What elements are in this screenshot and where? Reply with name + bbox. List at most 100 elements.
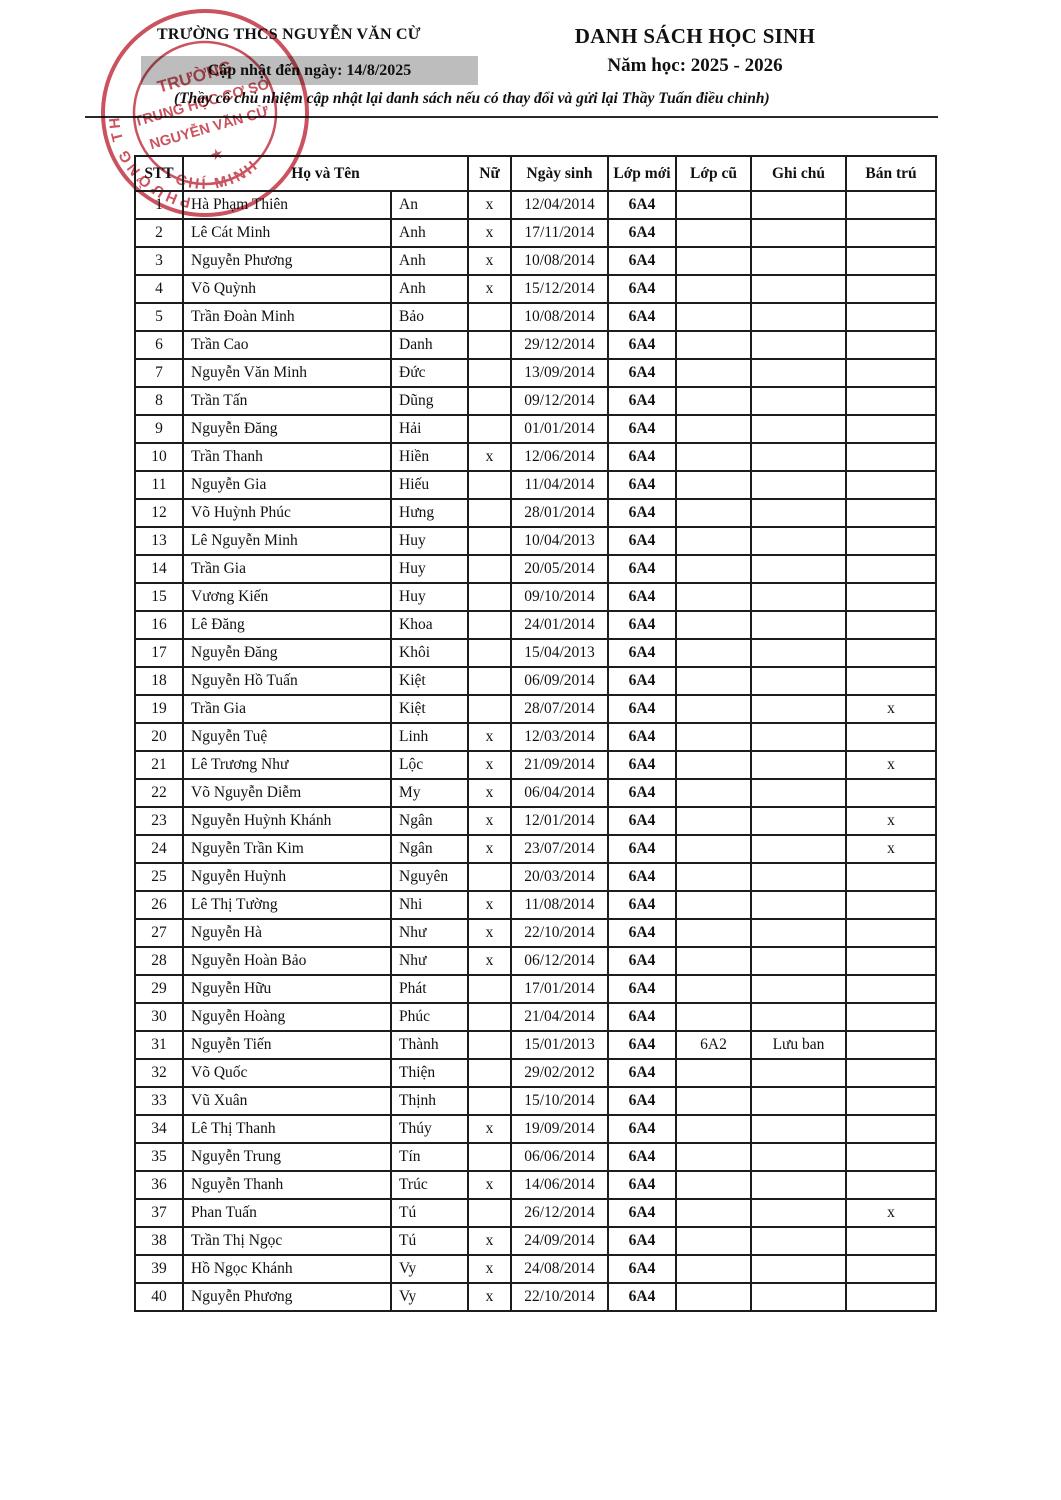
cell-old-class: [675, 1198, 752, 1228]
cell-new-class: 6A4: [607, 1170, 677, 1200]
cell-last-name: Nguyễn Tiến: [182, 1030, 392, 1060]
cell-dob: 20/05/2014: [510, 554, 609, 584]
cell-last-name: Võ Nguyễn Diễm: [182, 778, 392, 808]
cell-new-class: 6A4: [607, 1198, 677, 1228]
cell-old-class: [675, 750, 752, 780]
cell-first-name: Hiếu: [390, 470, 469, 500]
cell-old-class: [675, 414, 752, 444]
cell-dob: 06/09/2014: [510, 666, 609, 696]
cell-dob: 12/04/2014: [510, 190, 609, 220]
cell-note: [750, 974, 847, 1004]
header-divider: [85, 116, 938, 118]
cell-dob: 22/10/2014: [510, 918, 609, 948]
table-row: 34 Lê Thị Thanh Thúy x 19/09/2014 6A4: [134, 1114, 937, 1144]
cell-new-class: 6A4: [607, 302, 677, 332]
cell-dob: 15/12/2014: [510, 274, 609, 304]
cell-dob: 10/08/2014: [510, 246, 609, 276]
cell-new-class: 6A4: [607, 918, 677, 948]
cell-last-name: Trần Tấn: [182, 386, 392, 416]
cell-note: [750, 274, 847, 304]
cell-first-name: Phát: [390, 974, 469, 1004]
cell-boarding-mark: [845, 1170, 937, 1200]
cell-dob: 10/04/2013: [510, 526, 609, 556]
cell-boarding-mark: x: [845, 834, 937, 864]
cell-new-class: 6A4: [607, 582, 677, 612]
cell-note: [750, 1086, 847, 1116]
cell-first-name: Anh: [390, 218, 469, 248]
cell-dob: 14/06/2014: [510, 1170, 609, 1200]
table-row: 7 Nguyễn Văn Minh Đức 13/09/2014 6A4: [134, 358, 937, 388]
cell-last-name: Lê Thị Tường: [182, 890, 392, 920]
cell-stt: 38: [134, 1226, 184, 1256]
cell-note: [750, 498, 847, 528]
cell-new-class: 6A4: [607, 218, 677, 248]
cell-old-class: [675, 834, 752, 864]
cell-note: [750, 218, 847, 248]
table-row: 35 Nguyễn Trung Tín 06/06/2014 6A4: [134, 1142, 937, 1172]
cell-first-name: Thiện: [390, 1058, 469, 1088]
table-row: 23 Nguyễn Huỳnh Khánh Ngân x 12/01/2014 …: [134, 806, 937, 836]
cell-old-class: [675, 1058, 752, 1088]
cell-last-name: Trần Thị Ngọc: [182, 1226, 392, 1256]
cell-last-name: Nguyễn Gia: [182, 470, 392, 500]
cell-female-mark: x: [467, 946, 512, 976]
instruction-note: (Thầy cô chủ nhiệm cập nhật lại danh sác…: [174, 90, 770, 107]
cell-new-class: 6A4: [607, 806, 677, 836]
cell-new-class: 6A4: [607, 1030, 677, 1060]
table-row: 40 Nguyễn Phương Vy x 22/10/2014 6A4: [134, 1282, 937, 1312]
school-year: Năm học: 2025 - 2026: [607, 55, 783, 76]
cell-dob: 21/09/2014: [510, 750, 609, 780]
cell-last-name: Lê Trương Như: [182, 750, 392, 780]
cell-note: [750, 1226, 847, 1256]
cell-female-mark: x: [467, 442, 512, 472]
cell-dob: 10/08/2014: [510, 302, 609, 332]
header-female: Nữ: [467, 155, 512, 192]
cell-dob: 12/03/2014: [510, 722, 609, 752]
cell-female-mark: x: [467, 750, 512, 780]
update-date-text: Cập nhật đến ngày: 14/8/2025: [207, 61, 412, 79]
cell-note: [750, 1002, 847, 1032]
cell-female-mark: x: [467, 218, 512, 248]
cell-stt: 17: [134, 638, 184, 668]
cell-note: [750, 666, 847, 696]
cell-female-mark: [467, 302, 512, 332]
cell-dob: 15/10/2014: [510, 1086, 609, 1116]
table-row: 38 Trần Thị Ngọc Tú x 24/09/2014 6A4: [134, 1226, 937, 1256]
cell-boarding-mark: [845, 946, 937, 976]
cell-old-class: [675, 806, 752, 836]
cell-old-class: [675, 974, 752, 1004]
cell-female-mark: [467, 610, 512, 640]
cell-note: [750, 386, 847, 416]
cell-first-name: Nhi: [390, 890, 469, 920]
cell-female-mark: x: [467, 274, 512, 304]
cell-stt: 15: [134, 582, 184, 612]
cell-old-class: [675, 890, 752, 920]
cell-old-class: [675, 918, 752, 948]
cell-old-class: [675, 1142, 752, 1172]
cell-female-mark: [467, 526, 512, 556]
table-row: 1 Hà Phạm Thiên An x 12/04/2014 6A4: [134, 190, 937, 220]
cell-female-mark: x: [467, 918, 512, 948]
table-row: 12 Võ Huỳnh Phúc Hưng 28/01/2014 6A4: [134, 498, 937, 528]
cell-female-mark: [467, 974, 512, 1004]
cell-boarding-mark: [845, 1142, 937, 1172]
cell-new-class: 6A4: [607, 1114, 677, 1144]
cell-female-mark: [467, 666, 512, 696]
cell-female-mark: [467, 1142, 512, 1172]
table-row: 19 Trần Gia Kiệt 28/07/2014 6A4 x: [134, 694, 937, 724]
cell-female-mark: [467, 638, 512, 668]
table-row: 30 Nguyễn Hoàng Phúc 21/04/2014 6A4: [134, 1002, 937, 1032]
cell-first-name: Tú: [390, 1226, 469, 1256]
table-row: 18 Nguyễn Hồ Tuấn Kiệt 06/09/2014 6A4: [134, 666, 937, 696]
cell-last-name: Hồ Ngọc Khánh: [182, 1254, 392, 1284]
cell-boarding-mark: [845, 526, 937, 556]
cell-note: [750, 442, 847, 472]
cell-last-name: Nguyễn Hà: [182, 918, 392, 948]
cell-new-class: 6A4: [607, 526, 677, 556]
cell-boarding-mark: [845, 582, 937, 612]
header-name: Họ và Tên: [182, 155, 469, 192]
cell-stt: 21: [134, 750, 184, 780]
cell-stt: 10: [134, 442, 184, 472]
cell-last-name: Nguyễn Huỳnh: [182, 862, 392, 892]
cell-note: [750, 526, 847, 556]
